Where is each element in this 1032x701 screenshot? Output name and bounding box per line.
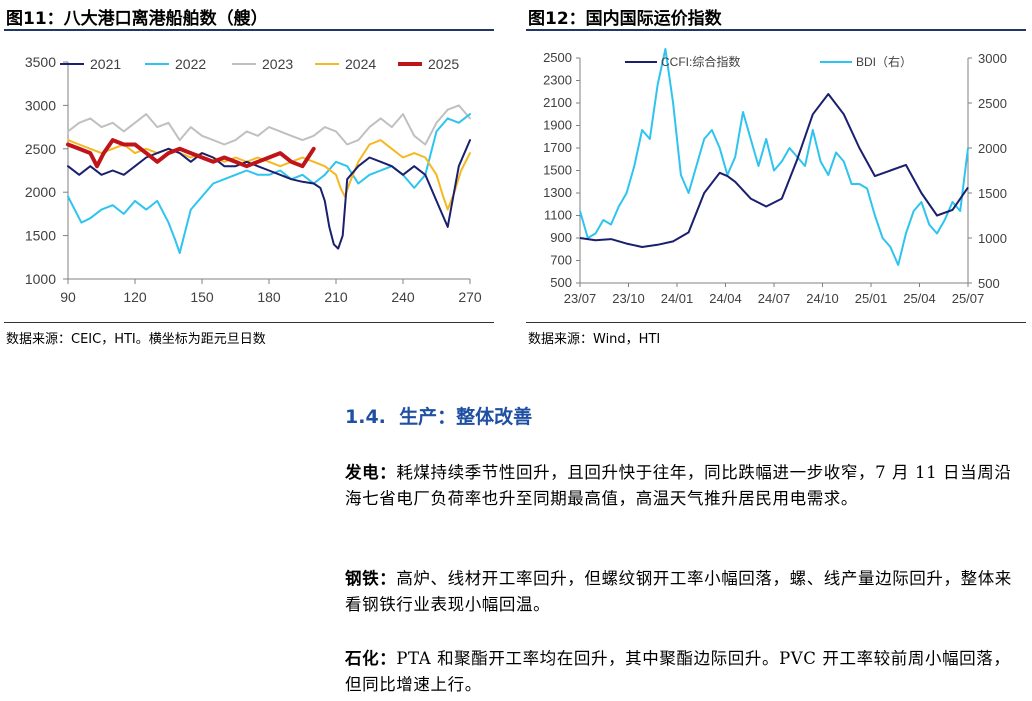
freight-index-chart: 500 700 900 1100 1300 1500 1700 1900 2100 2300 250… (543, 48, 1007, 306)
y-tick-label: 1500 (25, 228, 56, 244)
section-number: 1.4. (345, 406, 386, 428)
left-tick-label: 1700 (543, 140, 572, 155)
legend-label-2023: 2023 (262, 56, 293, 72)
x-tick-label: 25/04 (903, 291, 936, 306)
x-tick-label: 270 (458, 289, 482, 305)
x-tick-label: 24/10 (806, 291, 839, 306)
figure-11-bottom-rule (4, 322, 494, 323)
right-tick-label: 2500 (978, 96, 1007, 111)
paragraph-steel: 钢铁：高炉、线材开工率回升，但螺纹钢开工率小幅回落，螺、线产量边际回升，整体来看… (345, 566, 1027, 618)
series-line-2022 (67, 113, 471, 254)
legend-label-ccfi: CCFI:综合指数 (661, 54, 740, 69)
right-tick-label: 1500 (978, 186, 1007, 201)
section-heading: 1.4. 生产：整体改善 (345, 402, 532, 429)
legend-label-2024: 2024 (345, 56, 376, 72)
figure-11-source: 数据来源：CEIC，HTI。横坐标为距元旦日数 (6, 332, 266, 347)
paragraph-text: PTA 和聚酯开工率均在回升，其中聚酯边际回升。PVC 开工率较前周小幅回落，但… (345, 649, 1011, 694)
legend-label-bdi: BDI（右） (856, 54, 912, 69)
paragraph-petrochem: 石化：PTA 和聚酯开工率均在回升，其中聚酯边际回升。PVC 开工率较前周小幅回… (345, 646, 1027, 698)
left-tick-label: 700 (550, 253, 572, 268)
x-tick-label: 24/01 (661, 291, 694, 306)
figure-11-title: 图11：八大港口离港船舶数（艘） (6, 9, 268, 29)
y-tick-label: 1000 (25, 271, 56, 287)
figure-12-title-rule (526, 29, 1026, 31)
left-tick-label: 2500 (543, 50, 572, 65)
port-departures-chart: 1000 1500 2000 2500 3000 3500 90 120 150 180 210 24… (25, 54, 482, 305)
right-tick-label: 500 (978, 276, 1000, 291)
right-tick-label: 2000 (978, 141, 1007, 156)
series-line-2021 (67, 139, 471, 250)
figure-11-title-rule (4, 29, 494, 31)
paragraph-label: 钢铁： (345, 569, 397, 588)
legend-label-2021: 2021 (90, 56, 121, 72)
left-tick-label: 1500 (543, 163, 572, 178)
figure-12-title: 图12：国内国际运价指数 (528, 9, 722, 29)
paragraph-text: 高炉、线材开工率回升，但螺纹钢开工率小幅回落，螺、线产量边际回升，整体来看钢铁行… (345, 569, 1012, 614)
x-tick-label: 25/07 (952, 291, 985, 306)
x-tick-label: 150 (190, 289, 214, 305)
series-line-2023 (67, 104, 471, 146)
paragraph-power: 发电：耗煤持续季节性回升，且回升快于往年，同比跌幅进一步收窄，7 月 11 日当… (345, 460, 1027, 512)
x-tick-label: 23/10 (612, 291, 645, 306)
figure-12-bottom-rule (526, 322, 1026, 323)
left-tick-label: 2300 (543, 73, 572, 88)
paragraph-label: 发电： (345, 463, 397, 482)
x-tick-label: 120 (123, 289, 147, 305)
x-tick-label: 24/07 (758, 291, 791, 306)
legend-label-2022: 2022 (175, 56, 206, 72)
right-tick-label: 1000 (978, 231, 1007, 246)
left-tick-label: 1100 (544, 208, 572, 223)
x-tick-label: 180 (257, 289, 281, 305)
paragraph-text: 耗煤持续季节性回升，且回升快于往年，同比跌幅进一步收窄，7 月 11 日当周沿海… (345, 463, 1012, 508)
left-tick-label: 500 (550, 275, 572, 290)
legend-label-2025: 2025 (428, 56, 459, 72)
x-tick-label: 23/07 (564, 291, 597, 306)
series-line-bdi (579, 48, 969, 266)
left-tick-label: 900 (550, 230, 572, 245)
y-tick-label: 3000 (25, 97, 56, 113)
left-tick-label: 1900 (543, 118, 572, 133)
left-tick-label: 2100 (543, 95, 572, 110)
x-tick-label: 25/01 (855, 291, 888, 306)
x-tick-label: 210 (324, 289, 348, 305)
y-tick-label: 2500 (25, 141, 56, 157)
y-tick-label: 3500 (25, 54, 56, 70)
x-tick-label: 90 (60, 289, 76, 305)
left-tick-label: 1300 (543, 185, 572, 200)
x-tick-label: 240 (391, 289, 415, 305)
series-line-2025 (66, 138, 316, 169)
y-tick-label: 2000 (25, 184, 56, 200)
section-title: 生产：整体改善 (399, 406, 533, 428)
figure-12-source: 数据来源：Wind，HTI (528, 332, 661, 347)
right-tick-label: 3000 (978, 51, 1007, 66)
paragraph-label: 石化： (345, 649, 397, 668)
series-line-ccfi (579, 93, 969, 248)
x-tick-label: 24/04 (709, 291, 742, 306)
